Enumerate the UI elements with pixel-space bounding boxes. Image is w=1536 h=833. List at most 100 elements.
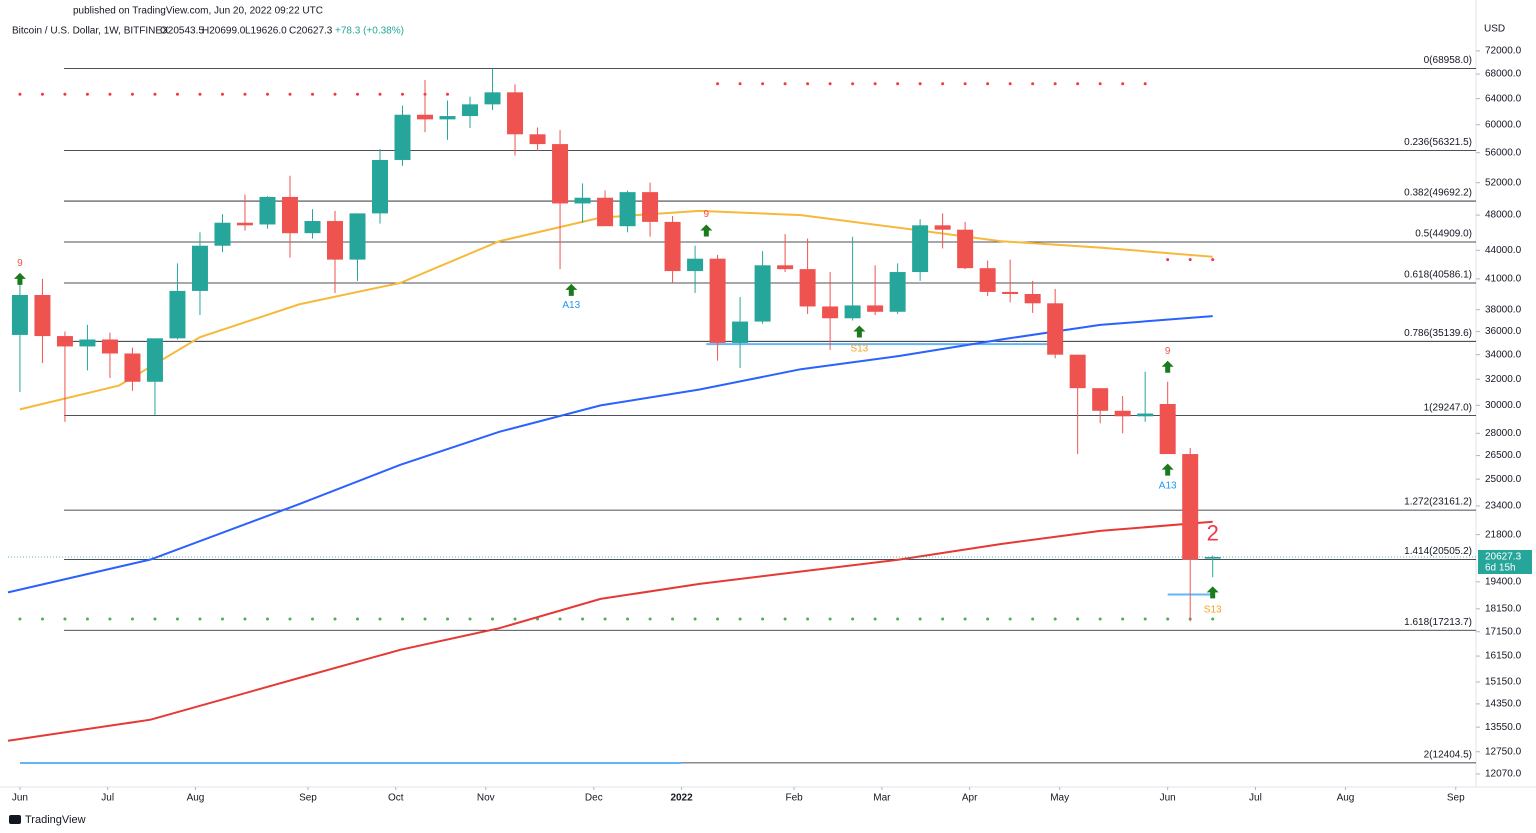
candle-body: [1092, 388, 1109, 411]
candle-body: [169, 290, 186, 339]
level-dot: [716, 82, 720, 86]
level-dot: [603, 617, 607, 621]
level-dot: [288, 617, 292, 621]
level-dot: [1031, 82, 1035, 86]
candle-body: [844, 305, 861, 319]
level-dot: [986, 82, 990, 86]
x-tick-label: Nov: [477, 793, 495, 804]
signal-arrow: [13, 272, 26, 285]
y-tick-label: 64000.0: [1485, 93, 1522, 104]
candle-body: [1137, 413, 1154, 417]
level-dot: [896, 617, 900, 621]
y-tick-label: 14350.0: [1485, 699, 1522, 710]
logo: [9, 815, 21, 824]
level-dot: [851, 617, 855, 621]
level-dot: [63, 92, 67, 96]
level-dot: [941, 617, 945, 621]
candle-body: [236, 222, 253, 226]
level-dot: [1188, 258, 1192, 262]
y-tick-label: 18150.0: [1485, 603, 1522, 614]
level-dot: [738, 82, 742, 86]
candle-body: [79, 339, 96, 347]
fib-label: 2(12404.5): [1424, 750, 1472, 761]
fib-label: 0.786(35139.6): [1404, 328, 1472, 339]
candle-body: [417, 114, 434, 120]
level-dot: [310, 617, 314, 621]
candle-body: [191, 245, 208, 291]
candle-body: [1069, 354, 1086, 389]
level-dot: [175, 92, 179, 96]
y-tick-label: 17150.0: [1485, 626, 1522, 637]
candle-body: [889, 272, 906, 312]
axis-unit: USD: [1484, 24, 1505, 35]
annotation: S13: [1204, 605, 1222, 616]
annotation: S13: [850, 343, 868, 354]
y-tick-label: 38000.0: [1485, 304, 1522, 315]
level-dot: [446, 617, 450, 621]
level-dot: [130, 92, 134, 96]
y-tick-label: 52000.0: [1485, 177, 1522, 188]
level-dot: [1008, 82, 1012, 86]
level-dot: [288, 92, 292, 96]
candle-body: [1114, 410, 1131, 417]
ohlc-open: O20543.5: [160, 26, 204, 37]
level-dot: [1053, 617, 1057, 621]
candle-body: [124, 353, 141, 382]
y-tick-label: 23400.0: [1485, 501, 1522, 512]
level-dot: [671, 617, 675, 621]
level-dot: [265, 92, 269, 96]
level-dot: [40, 92, 44, 96]
candle-body: [619, 192, 636, 227]
candle-body: [56, 336, 73, 347]
y-tick-label: 44000.0: [1485, 245, 1522, 256]
candle-body: [957, 229, 974, 269]
y-tick-label: 41000.0: [1485, 274, 1522, 285]
published: published on TradingView.com, Jun 20, 20…: [73, 6, 323, 17]
level-dot: [761, 82, 765, 86]
x-tick-label: Aug: [1337, 793, 1355, 804]
level-dot: [243, 92, 247, 96]
candle-body: [754, 265, 771, 322]
fib-label: 1.272(23161.2): [1404, 497, 1472, 508]
level-dot: [873, 82, 877, 86]
candle-body: [529, 134, 546, 145]
level-dot: [1076, 617, 1080, 621]
symbol: Bitcoin / U.S. Dollar, 1W, BITFINEX: [12, 26, 169, 37]
candle-body: [934, 225, 951, 230]
change: +78.3 (+0.38%): [335, 26, 404, 37]
signal-arrow: [1206, 586, 1219, 599]
moving-average: [19, 209, 1213, 411]
annotation: 9: [17, 258, 23, 269]
candle-body: [1159, 404, 1176, 455]
y-tick-label: 30000.0: [1485, 400, 1522, 411]
candle-body: [799, 269, 816, 307]
y-tick-label: 13550.0: [1485, 722, 1522, 733]
candle-body: [462, 104, 479, 117]
candle-body: [146, 338, 163, 382]
candle-body: [979, 268, 996, 292]
level-dot: [63, 617, 67, 621]
candle-body: [1182, 454, 1199, 560]
y-tick-label: 36000.0: [1485, 326, 1522, 337]
x-tick-label: Dec: [585, 793, 603, 804]
candle-body: [822, 306, 839, 319]
signal-arrow: [1161, 463, 1174, 476]
annotation: 2: [1207, 520, 1219, 545]
x-tick-label: 2022: [670, 793, 693, 804]
level-dot: [963, 617, 967, 621]
signal-arrow: [1161, 360, 1174, 373]
x-tick-label: Sep: [1447, 793, 1465, 804]
level-dot: [356, 92, 360, 96]
x-tick-label: Aug: [187, 793, 205, 804]
level-dot: [310, 92, 314, 96]
y-tick-label: 12750.0: [1485, 746, 1522, 757]
level-dot: [153, 92, 157, 96]
fib-label: 1.414(20505.2): [1404, 546, 1472, 557]
y-tick-label: 21800.0: [1485, 529, 1522, 540]
candle-body: [709, 258, 726, 343]
level-dot: [243, 617, 247, 621]
candle-body: [11, 295, 28, 335]
fib-label: 0.236(56321.5): [1404, 137, 1472, 148]
fib-label: 0(68958.0): [1424, 55, 1472, 66]
